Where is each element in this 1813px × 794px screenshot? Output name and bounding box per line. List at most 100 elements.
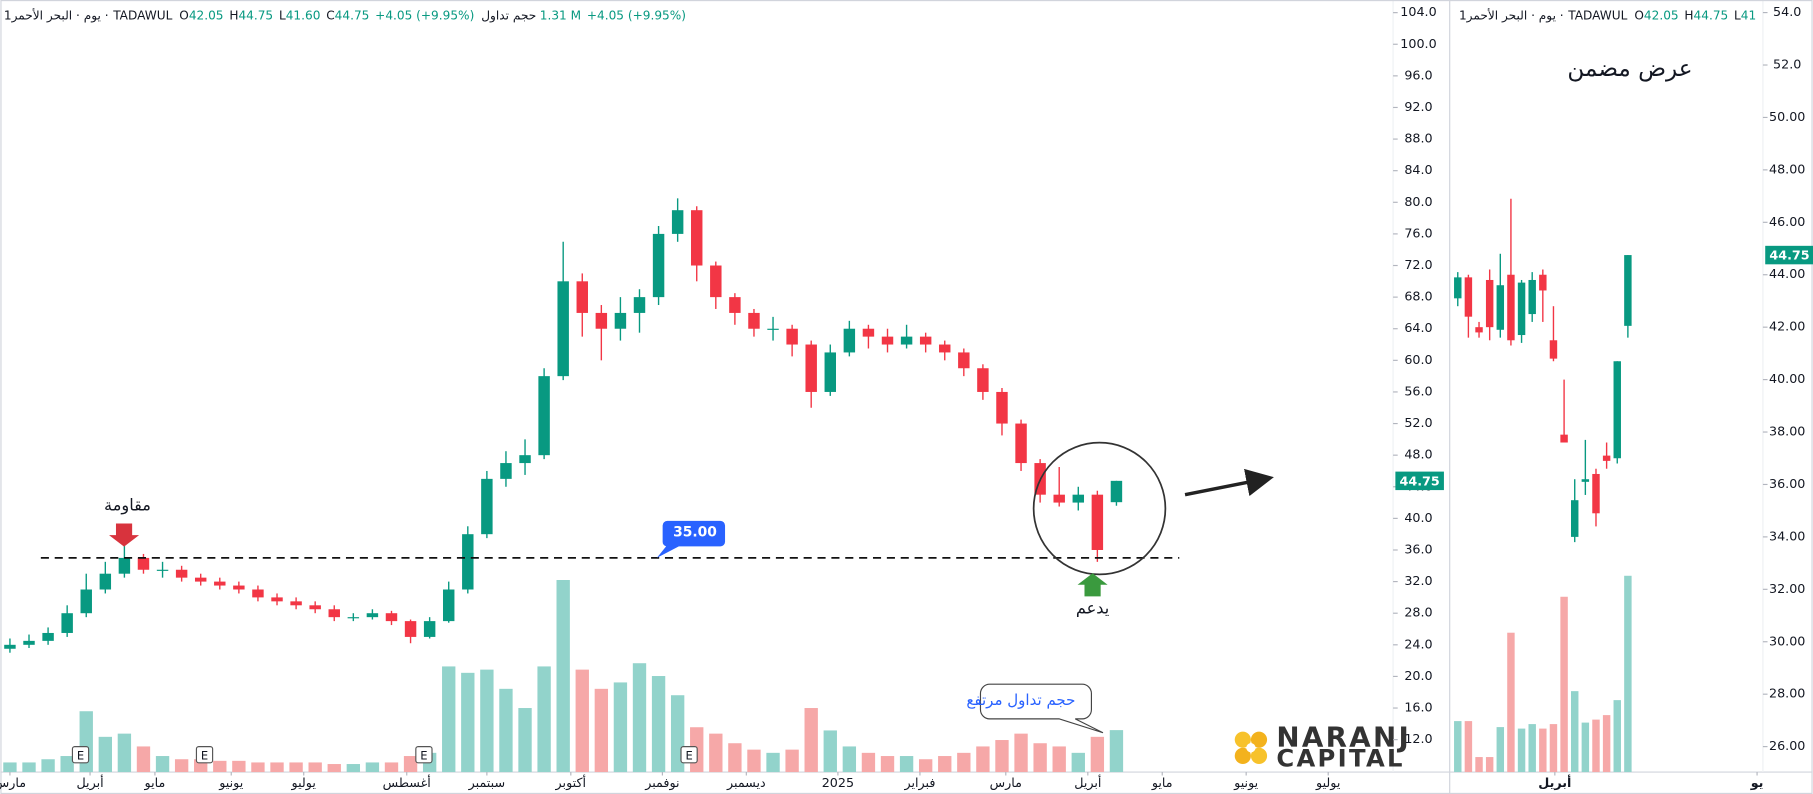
candle-body (557, 281, 569, 377)
header-text: 44.75 (335, 9, 370, 23)
volume-bar (1581, 722, 1590, 773)
volume-bar (442, 666, 456, 773)
volume-bar (938, 756, 952, 773)
x-tick-label: أغسطس (383, 774, 431, 791)
candle-body (1464, 277, 1473, 317)
highlight-circle (1032, 441, 1167, 576)
candle-body (1053, 494, 1065, 503)
volume-bar (213, 760, 227, 773)
header-text: 1.31 M (540, 9, 581, 23)
candle-body (500, 463, 512, 479)
y-tick-label: 36.0 (1404, 541, 1432, 556)
volume-bar (804, 708, 818, 773)
candle-body (1624, 255, 1632, 326)
volume-bar (861, 752, 876, 773)
candle-body (939, 344, 951, 353)
inset-title: عرض مضمن (1567, 56, 1692, 82)
y-tick-label: 36.00 (1769, 476, 1805, 491)
support-label: يدعم (1076, 599, 1109, 618)
y-tick-label: 88.0 (1404, 131, 1432, 146)
candle-body (214, 581, 226, 586)
candle-body (633, 297, 646, 313)
volume-bar (384, 762, 399, 773)
volume-bar (537, 666, 551, 773)
y-tick-label: 32.00 (1769, 581, 1805, 596)
volume-bar (155, 756, 170, 773)
y-tick-label: 48.0 (1404, 447, 1432, 462)
y-tick-label: 28.0 (1404, 605, 1432, 620)
resistance-label: مقاومة (104, 496, 151, 516)
volume-bar (270, 762, 284, 773)
header-text: 41.60 (286, 9, 321, 23)
volume-bar (22, 762, 36, 773)
x-tick-label: يونيو (1233, 775, 1258, 791)
candle-body (767, 328, 779, 330)
x-tick-label: ديسمبر (726, 775, 766, 791)
volume-bar (1496, 727, 1505, 773)
volume-bar (480, 669, 494, 773)
header-text: +4.05 (+9.95%) (587, 9, 686, 23)
resistance-arrow (109, 523, 140, 547)
candle-body (881, 336, 894, 345)
candle-body (729, 297, 741, 313)
header-text: H (1684, 9, 1693, 23)
candle-body (423, 621, 436, 637)
volume-note: حجم تداول مرتفع (966, 691, 1075, 709)
candle-body (748, 312, 760, 329)
candle-body (1091, 494, 1104, 550)
zoom-arrow (1184, 468, 1274, 497)
y-tick-label: 24.0 (1404, 636, 1432, 651)
earnings-marker (195, 746, 214, 764)
candle-body (137, 557, 150, 570)
candle-body (538, 376, 550, 456)
candle-body (576, 281, 588, 313)
candle-body (1592, 473, 1600, 514)
candle-body (786, 328, 798, 345)
volume-bar (174, 759, 189, 773)
header-text: 44.75 (1694, 9, 1729, 23)
volume-bar (1613, 700, 1621, 773)
candle-body (366, 613, 379, 618)
x-tick-label: يونيو (218, 775, 243, 791)
volume-bar (995, 740, 1009, 773)
x-tick-label: مايو (1151, 775, 1173, 791)
volume-bar (556, 580, 570, 773)
y-tick-label: 56.0 (1404, 383, 1432, 398)
header-text: +4.05 (+9.95%) (375, 9, 474, 23)
volume-bar (728, 743, 742, 773)
header-text: O (1634, 9, 1644, 23)
x-tick-label: يوليو (291, 775, 317, 791)
candle-body (1560, 434, 1568, 443)
x-tick-label: 2025 (822, 775, 854, 790)
volume-bar (632, 663, 647, 773)
volume-bar (1454, 721, 1462, 773)
candle-body (1571, 500, 1579, 537)
y-tick-label: 46.00 (1769, 214, 1805, 229)
last-price-tag (1765, 245, 1813, 265)
candle-body (404, 621, 417, 637)
level-label: 35.00 (673, 524, 717, 540)
volume-bar (251, 762, 265, 773)
candle-body (1454, 277, 1462, 299)
volume-bar (308, 762, 322, 773)
logo-icon (1234, 731, 1268, 764)
candle-body (481, 478, 493, 535)
volume-bar (1485, 757, 1494, 773)
volume-bar (1528, 724, 1536, 773)
inset-header: 1يوم · البحر الأحمر · TADAWUL O 42.05 H 44.75… (1459, 8, 1757, 24)
candle-body (1072, 494, 1085, 503)
x-tick-label: نوفمبر (644, 775, 679, 791)
candle-body (1485, 279, 1494, 328)
logo-line2: CAPITAL (1276, 743, 1405, 772)
candle-body (309, 605, 321, 610)
earnings-marker (415, 746, 433, 764)
header-text: H (229, 9, 238, 23)
candle-body (1581, 479, 1590, 482)
volume-bar (1571, 691, 1579, 773)
x-tick-label: أبريل (1538, 774, 1571, 790)
candle-body (671, 210, 684, 234)
header-text: L (1734, 9, 1741, 23)
volume-bar (957, 752, 971, 773)
